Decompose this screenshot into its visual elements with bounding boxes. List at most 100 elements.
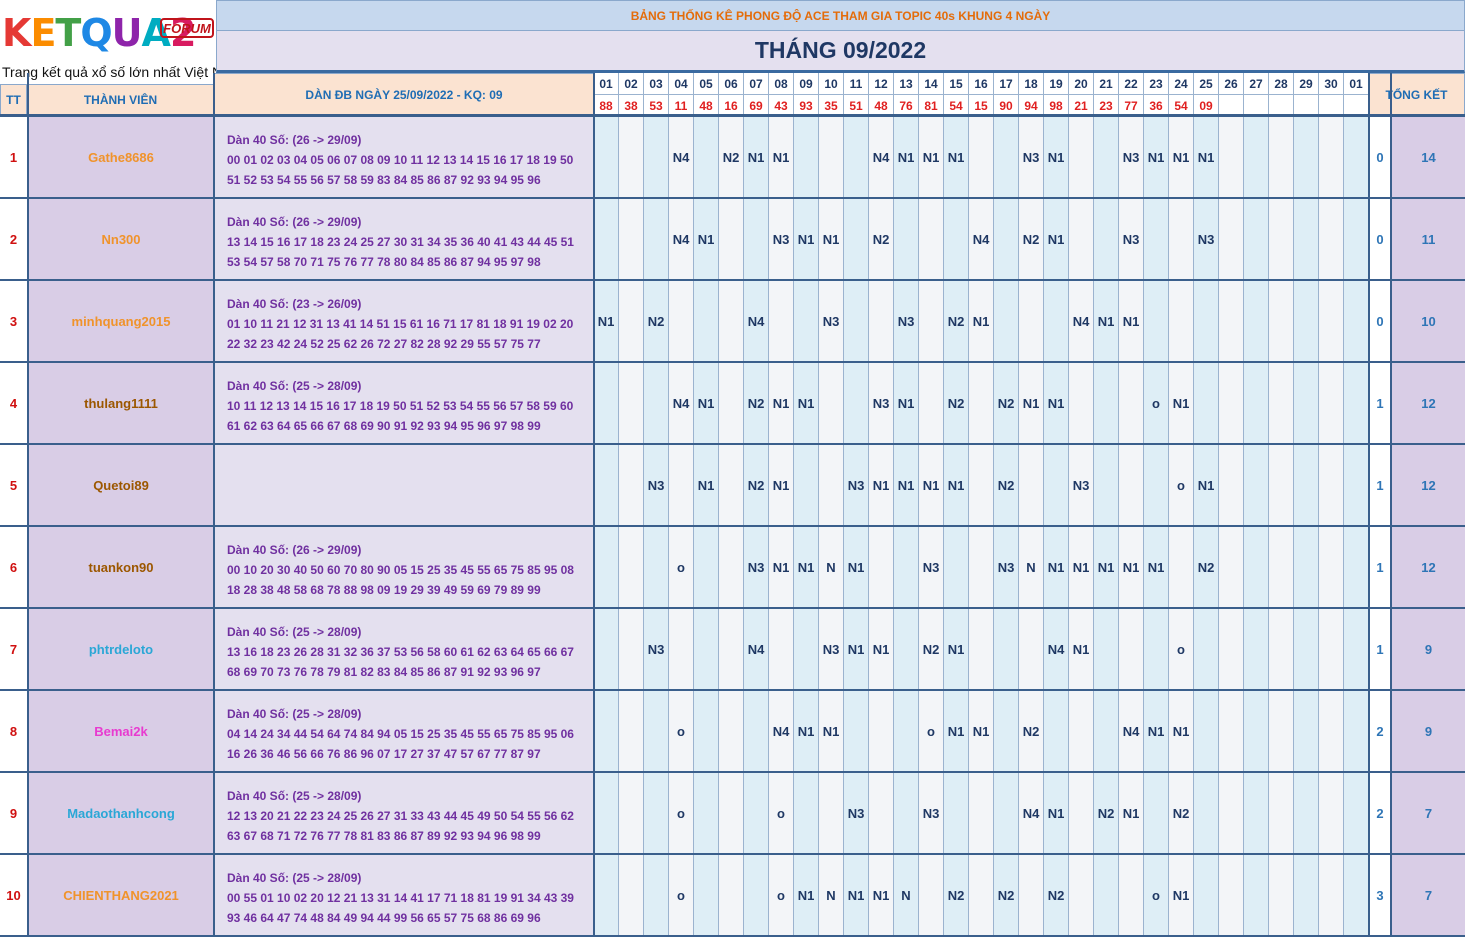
day-cell (1269, 199, 1294, 279)
row-separator (0, 689, 1465, 691)
dan-line: 53 54 57 58 70 71 75 76 77 78 80 84 85 8… (227, 255, 541, 269)
day-header: 06 (719, 73, 744, 95)
row-separator (0, 279, 1465, 281)
day-cell (669, 281, 694, 361)
day-cell (969, 117, 994, 197)
day-cell (1319, 363, 1344, 443)
day-cell: N1 (894, 117, 919, 197)
day-cell (1219, 691, 1244, 771)
day-cell: N1 (1094, 527, 1119, 607)
month-title: THÁNG 09/2022 (216, 31, 1465, 73)
day-cell: N1 (844, 855, 869, 935)
day-cell (1169, 281, 1194, 361)
member-name[interactable]: Gathe8686 (29, 117, 213, 197)
day-cell (1269, 281, 1294, 361)
day-cell (1069, 773, 1094, 853)
day-cell (769, 281, 794, 361)
member-name[interactable]: Nn300 (29, 199, 213, 279)
day-cell (1344, 117, 1369, 197)
day-cell: N1 (1169, 363, 1194, 443)
hit-count: 1 (1370, 527, 1390, 607)
row-separator (0, 197, 1465, 199)
day-cell: N1 (969, 691, 994, 771)
day-cell (819, 773, 844, 853)
member-name[interactable]: tuankon90 (29, 527, 213, 607)
day-cell (694, 281, 719, 361)
day-cell (1094, 445, 1119, 525)
day-cell (594, 855, 619, 935)
header-total: TỔNG KẾT (1368, 73, 1465, 116)
day-cell (694, 609, 719, 689)
day-cell: N1 (694, 445, 719, 525)
day-cell (694, 691, 719, 771)
day-cell: N3 (1019, 117, 1044, 197)
column-divider (213, 73, 215, 937)
day-cell (694, 855, 719, 935)
hit-count: 1 (1370, 445, 1390, 525)
member-name[interactable]: phtrdeloto (29, 609, 213, 689)
day-cell (1144, 199, 1169, 279)
day-cell: N1 (794, 691, 819, 771)
day-result: 21 (1069, 95, 1094, 116)
day-cell (1294, 527, 1319, 607)
day-cell: N2 (644, 281, 669, 361)
day-header: 27 (1244, 73, 1269, 95)
member-name[interactable]: Bemai2k (29, 691, 213, 771)
day-cell (1194, 773, 1219, 853)
dan-line: 00 01 02 03 04 05 06 07 08 09 10 11 12 1… (227, 153, 574, 167)
member-name[interactable]: CHIENTHANG2021 (29, 855, 213, 935)
day-cell (1069, 117, 1094, 197)
day-cell: N3 (844, 445, 869, 525)
day-cell: o (919, 691, 944, 771)
day-cell (1244, 117, 1269, 197)
logo-letter: A (141, 11, 171, 55)
day-cell: N2 (944, 855, 969, 935)
day-cell (594, 199, 619, 279)
member-name[interactable]: Madaothanhcong (29, 773, 213, 853)
total-count: 12 (1392, 445, 1465, 525)
day-cell: N1 (894, 445, 919, 525)
day-cell: N4 (744, 281, 769, 361)
day-cell (869, 691, 894, 771)
day-cell (1244, 773, 1269, 853)
logo-letter: K (2, 11, 31, 55)
day-header: 07 (744, 73, 769, 95)
day-result: 90 (994, 95, 1019, 116)
day-cell: N3 (1119, 117, 1144, 197)
day-cell: N3 (769, 199, 794, 279)
row-index: 2 (0, 199, 27, 279)
day-cell: N1 (1194, 445, 1219, 525)
day-result: 48 (869, 95, 894, 116)
dan-numbers: Dàn 40 Số: (23 -> 26/09) 01 10 11 21 12 3… (215, 281, 594, 361)
logo[interactable]: KETQUA2 FORUM Trang kết quả xổ số lớn nh… (0, 0, 242, 84)
day-cell (1344, 445, 1369, 525)
member-name[interactable]: Quetoi89 (29, 445, 213, 525)
dan-numbers: Dàn 40 Số: (26 -> 29/09) 00 10 20 30 40 5… (215, 527, 594, 607)
day-cell: N1 (894, 363, 919, 443)
day-header: 30 (1319, 73, 1344, 95)
day-cell (1344, 855, 1369, 935)
day-cell: N1 (944, 691, 969, 771)
day-cell: N3 (919, 527, 944, 607)
day-cell (1294, 281, 1319, 361)
column-divider (1390, 73, 1392, 937)
day-cell (594, 773, 619, 853)
member-name[interactable]: thulang1111 (29, 363, 213, 443)
day-result: 94 (1019, 95, 1044, 116)
day-cell: N2 (1019, 691, 1044, 771)
day-cell: N3 (644, 609, 669, 689)
day-header: 09 (794, 73, 819, 95)
hit-count: 0 (1370, 199, 1390, 279)
row-separator (0, 361, 1465, 363)
dan-line: 00 10 20 30 40 50 60 70 80 90 05 15 25 3… (227, 563, 574, 577)
day-cell (1144, 445, 1169, 525)
member-name[interactable]: minhquang2015 (29, 281, 213, 361)
hit-count: 1 (1370, 363, 1390, 443)
day-cell: N2 (944, 363, 969, 443)
day-cell (594, 609, 619, 689)
day-cell (644, 363, 669, 443)
day-header: 01 (594, 73, 619, 95)
header-dan: DÀN ĐB NGÀY 25/09/2022 - KQ: 09 (214, 73, 594, 116)
day-cell (1269, 855, 1294, 935)
dan-line: Dàn 40 Số: (26 -> 29/09) (227, 215, 362, 229)
